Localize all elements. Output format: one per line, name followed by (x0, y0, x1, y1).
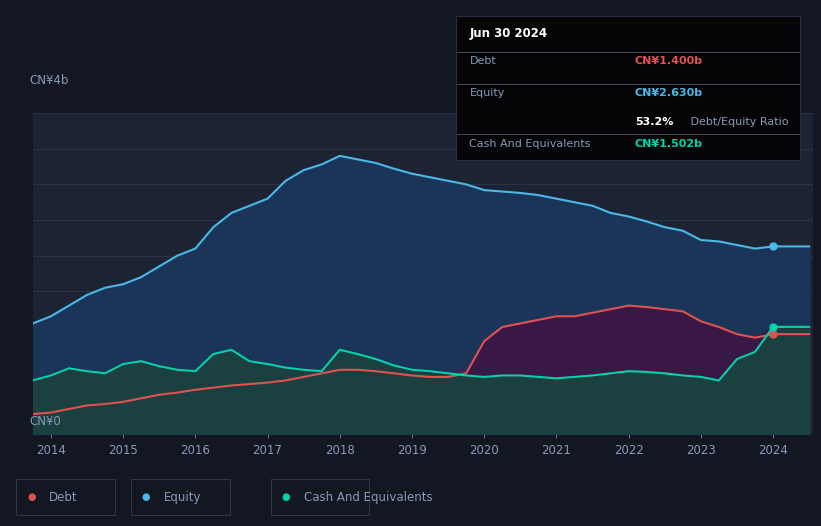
Text: ●: ● (142, 492, 150, 502)
Text: CN¥2.630b: CN¥2.630b (635, 88, 703, 98)
Text: Cash And Equivalents: Cash And Equivalents (304, 491, 433, 503)
Text: ●: ● (282, 492, 290, 502)
Text: Debt/Equity Ratio: Debt/Equity Ratio (686, 117, 788, 127)
Text: Jun 30 2024: Jun 30 2024 (470, 27, 548, 41)
Text: ●: ● (27, 492, 35, 502)
Text: Equity: Equity (470, 88, 505, 98)
Text: 53.2%: 53.2% (635, 117, 673, 127)
Text: CN¥4b: CN¥4b (29, 74, 68, 87)
Text: Debt: Debt (49, 491, 78, 503)
Text: Debt: Debt (470, 56, 496, 66)
Text: CN¥1.502b: CN¥1.502b (635, 139, 703, 149)
Text: CN¥1.400b: CN¥1.400b (635, 56, 703, 66)
Text: Equity: Equity (164, 491, 202, 503)
Text: CN¥0: CN¥0 (29, 414, 61, 428)
Text: Cash And Equivalents: Cash And Equivalents (470, 139, 591, 149)
